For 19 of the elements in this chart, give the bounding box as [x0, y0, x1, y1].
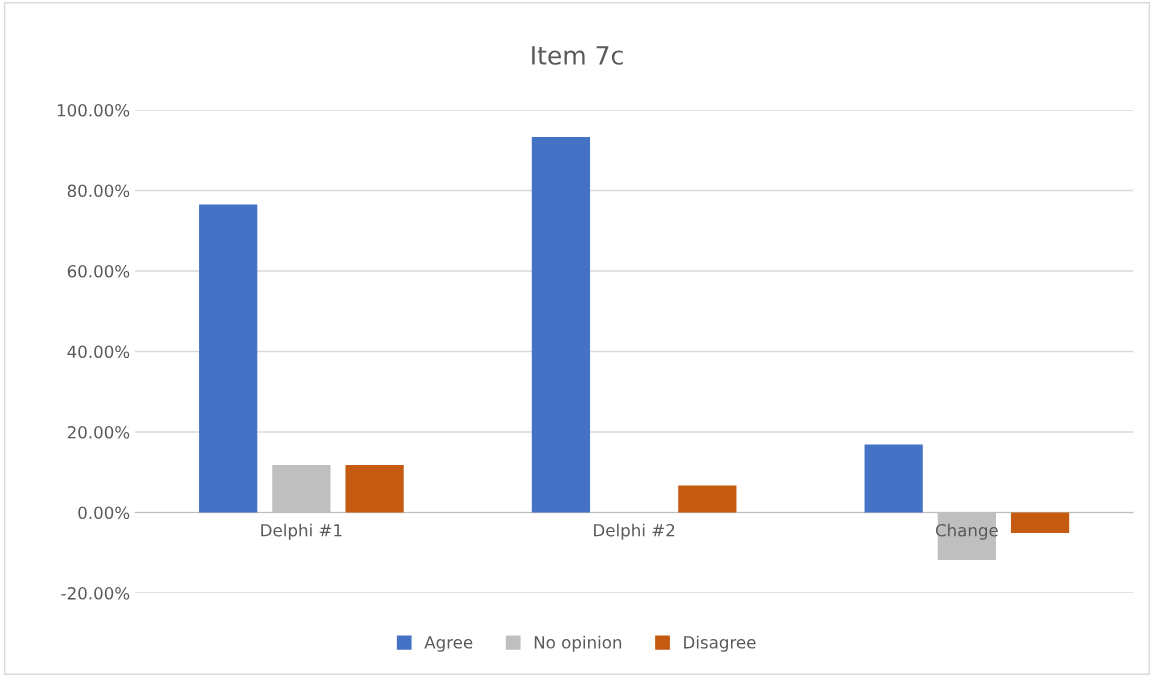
- x-tick-label: Delphi #2: [594, 523, 675, 540]
- y-tick-label: 60.00%: [67, 264, 130, 278]
- y-tick-label: -20.00%: [61, 587, 130, 600]
- bar: [531, 136, 591, 513]
- bar: [864, 444, 923, 513]
- bar: [1010, 512, 1070, 534]
- legend-label: Disagree: [684, 635, 756, 652]
- bar: [345, 465, 404, 513]
- bar: [199, 204, 258, 513]
- chart-title: Item 7c: [532, 46, 623, 65]
- y-tick-label: 40.00%: [67, 345, 130, 359]
- y-tick-label: 0.00%: [78, 506, 130, 520]
- y-tick-label: 80.00%: [67, 184, 130, 198]
- bar: [678, 485, 737, 513]
- legend-label: Agree: [424, 636, 473, 652]
- y-tick-label: 20.00%: [67, 426, 130, 439]
- x-tick-label: Delphi #1: [261, 523, 342, 540]
- legend-label: No opinion: [534, 635, 622, 652]
- y-tick-label: 100.00%: [57, 103, 130, 117]
